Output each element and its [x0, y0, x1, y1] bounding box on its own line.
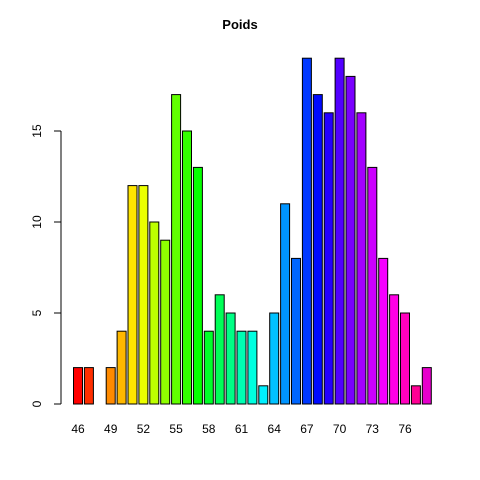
y-tick-label: 10 [30, 215, 44, 229]
x-tick-label: 70 [333, 422, 347, 436]
bar-54 [160, 239, 171, 405]
x-tick-label: 64 [268, 422, 282, 436]
bar-65 [280, 203, 291, 405]
bar-49 [105, 367, 116, 405]
bar-77 [410, 385, 421, 405]
bar-60 [225, 312, 236, 405]
bar-76 [400, 312, 410, 405]
bar-47 [83, 367, 94, 405]
x-tick-label: 52 [137, 422, 151, 436]
y-axis: 0 5 10 15 [30, 124, 62, 407]
x-tick-label: 67 [300, 422, 314, 436]
bar-70 [334, 57, 345, 405]
y-tick-label: 0 [30, 400, 44, 407]
bar-78 [421, 367, 432, 405]
bar-67 [301, 57, 312, 405]
bar-74 [378, 257, 389, 405]
bar-50 [116, 330, 127, 405]
bar-56 [182, 130, 192, 405]
x-tick-label: 73 [366, 422, 380, 436]
bar-68 [312, 94, 323, 405]
x-tick-label: 49 [104, 422, 118, 436]
x-tick-label: 58 [202, 422, 216, 436]
bar-61 [236, 330, 247, 405]
bar-75 [389, 294, 400, 405]
bar-63 [258, 385, 269, 405]
bar-62 [247, 330, 258, 405]
bar-73 [367, 166, 378, 405]
x-tick-label: 76 [398, 422, 412, 436]
x-tick-label: 46 [71, 422, 85, 436]
bar-57 [192, 166, 203, 405]
bar-58 [203, 330, 214, 405]
bar-69 [323, 112, 334, 405]
bar-46 [73, 367, 83, 405]
x-tick-labels: 46 49 52 55 58 61 64 67 70 73 76 [71, 422, 412, 436]
y-tick-label: 5 [30, 309, 44, 316]
bar-59 [214, 294, 225, 405]
chart-title: Poids [222, 17, 257, 32]
bar-52 [138, 185, 149, 405]
bar-71 [345, 75, 356, 405]
bar-51 [127, 185, 138, 405]
bar-72 [356, 112, 367, 405]
bar-53 [149, 221, 160, 405]
bar-64 [269, 312, 280, 405]
bars-group [73, 57, 432, 405]
bar-66 [291, 257, 301, 405]
y-tick-label: 15 [30, 124, 44, 138]
x-tick-label: 61 [235, 422, 249, 436]
bar-55 [171, 94, 182, 405]
x-tick-label: 55 [169, 422, 183, 436]
